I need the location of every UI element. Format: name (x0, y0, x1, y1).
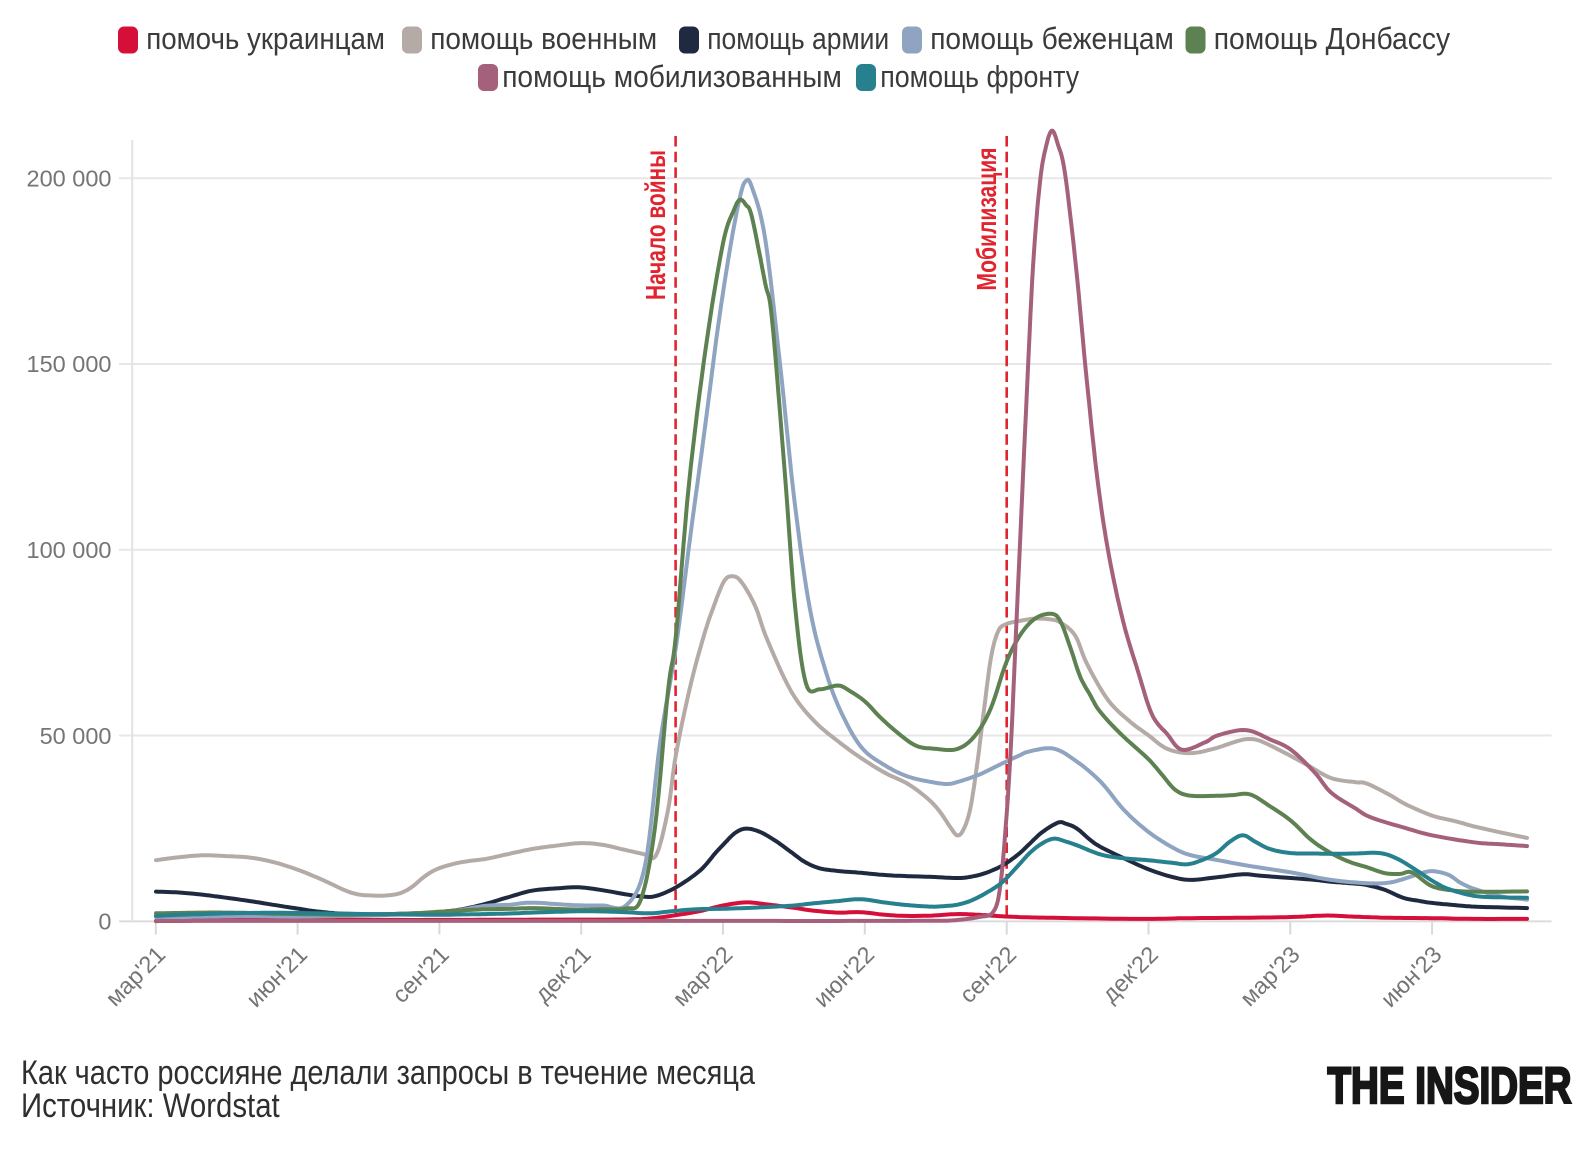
svg-text:помощь беженцам: помощь беженцам (930, 21, 1174, 56)
svg-text:помощь мобилизованным: помощь мобилизованным (502, 59, 842, 94)
svg-text:200 000: 200 000 (27, 166, 112, 192)
svg-text:100 000: 100 000 (27, 537, 112, 563)
svg-text:помочь украинцам: помочь украинцам (146, 21, 385, 56)
svg-text:THE INSIDER: THE INSIDER (1328, 1057, 1572, 1114)
svg-text:50 000: 50 000 (40, 723, 112, 749)
svg-text:помощь армии: помощь армии (707, 21, 889, 56)
svg-text:Как часто россияне делали запр: Как часто россияне делали запросы в тече… (21, 1054, 755, 1092)
svg-text:Начало войны: Начало войны (640, 150, 671, 300)
svg-text:помощь военным: помощь военным (430, 21, 657, 56)
svg-text:помощь фронту: помощь фронту (880, 59, 1079, 94)
svg-text:150 000: 150 000 (27, 351, 112, 377)
svg-text:Источник: Wordstat: Источник: Wordstat (21, 1087, 280, 1125)
svg-text:Мобилизация: Мобилизация (971, 148, 1002, 291)
svg-text:0: 0 (98, 909, 111, 935)
svg-text:помощь Донбассу: помощь Донбассу (1214, 21, 1451, 56)
